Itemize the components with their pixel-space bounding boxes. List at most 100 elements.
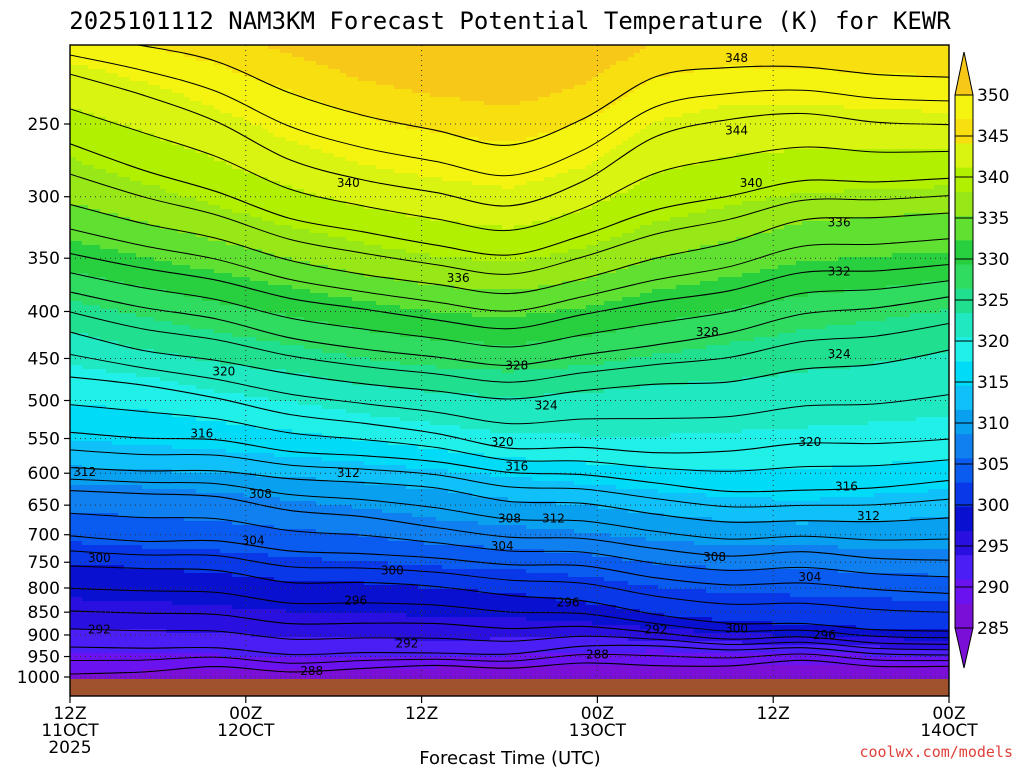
color-band-cell [184,597,191,602]
color-band-cell [76,493,83,498]
color-band-cell [112,145,119,150]
color-band-cell [208,169,215,174]
color-band-cell [166,453,173,458]
color-band-cell [160,129,167,134]
color-band-cell [166,265,173,270]
color-band-cell [196,109,203,114]
color-band-cell [148,481,155,486]
color-band-cell [208,197,215,202]
color-band-cell [154,377,161,382]
color-band-cell [94,373,101,378]
color-band-cell [244,309,251,314]
color-band-cell [124,273,131,278]
color-band-cell [214,613,221,618]
color-band-cell [142,61,149,66]
color-band-cell [190,637,197,642]
color-band-cell [184,433,191,438]
color-band-cell [226,413,233,418]
color-band-cell [136,253,143,258]
color-band-cell [208,209,215,214]
color-band-cell [118,517,125,522]
color-band-cell [106,501,113,506]
color-band-cell [118,45,125,50]
color-band-cell [220,385,227,390]
color-band-cell [256,173,263,178]
color-band-cell [154,437,161,442]
color-band-cell [118,389,125,394]
color-band-cell [232,333,239,338]
color-band-cell [136,353,143,358]
color-band-cell [232,609,239,614]
color-band-cell [76,413,83,418]
color-band-cell [184,369,191,374]
color-band-cell [118,357,125,362]
color-band-cell [130,93,137,98]
color-band-cell [160,65,167,70]
color-band-cell [112,217,119,222]
color-band-cell [124,285,131,290]
color-band-cell [250,229,257,234]
color-band-cell [244,609,251,614]
color-band-cell [220,337,227,342]
color-band-cell [124,361,131,366]
color-band-cell [190,673,197,678]
color-band-cell [130,185,137,190]
color-band-cell [160,141,167,146]
color-band-cell [124,581,131,586]
color-band-cell [226,137,233,142]
color-band-cell [178,261,185,266]
color-band-cell [94,581,101,586]
color-band-cell [160,177,167,182]
color-band-cell [226,53,233,58]
color-band-cell [226,417,233,422]
color-band-cell [136,181,143,186]
color-band-cell [190,517,197,522]
color-band-cell [184,309,191,314]
color-band-cell [244,677,251,679]
color-band-cell [82,53,89,58]
color-band-cell [238,113,245,118]
color-band-cell [70,285,77,290]
color-band-cell [82,245,89,250]
color-band-cell [76,157,83,162]
color-band-cell [256,193,263,198]
color-band-cell [196,385,203,390]
color-band-cell [88,481,95,486]
color-band-cell [196,181,203,186]
color-band-cell [124,261,131,266]
color-band-cell [220,45,227,50]
color-band-cell [196,333,203,338]
color-band-cell [112,101,119,106]
color-band-cell [172,365,179,370]
color-band-cell [250,481,257,486]
color-band-cell [160,565,167,570]
color-band-cell [118,373,125,378]
color-band-cell [190,569,197,574]
color-band-cell [88,669,95,674]
color-band-cell [232,569,239,574]
color-band-cell [166,133,173,138]
color-band-cell [70,61,77,66]
color-band-cell [100,401,107,406]
color-band-cell [82,281,89,286]
color-band-cell [100,641,107,646]
color-band-cell [142,405,149,410]
color-band-cell [238,445,245,450]
color-band-cell [172,181,179,186]
color-band-cell [106,625,113,630]
color-band-cell [142,557,149,562]
color-band-cell [160,649,167,654]
color-band-cell [166,129,173,134]
color-band-cell [148,229,155,234]
color-band-cell [202,497,209,502]
color-band-cell [124,473,131,478]
color-band-cell [82,533,89,538]
color-band-cell [70,581,77,586]
color-band-cell [166,457,173,462]
color-band-cell [82,181,89,186]
color-band-cell [244,57,251,62]
color-band-cell [214,49,221,54]
color-band-cell [226,581,233,586]
color-band-cell [220,445,227,450]
color-band-cell [190,633,197,638]
